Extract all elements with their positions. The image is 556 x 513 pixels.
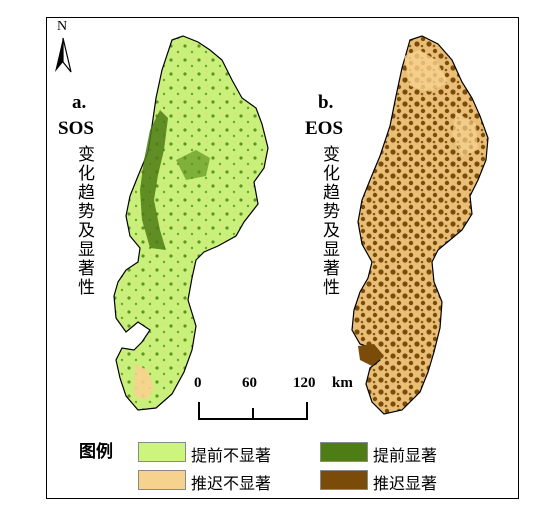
scale-tick-120: 120 <box>293 375 316 391</box>
legend-label-late-nonsig: 推迟不显著 <box>191 474 272 493</box>
legend-swatch-late-sig <box>320 470 368 490</box>
panel-b-description: 变化趋势及显著性 <box>319 145 339 297</box>
scale-tick-60: 60 <box>242 375 257 391</box>
legend-label-early-nonsig: 提前不显著 <box>191 446 272 465</box>
panel-b-index: EOS <box>305 118 344 139</box>
scale-tick-0: 0 <box>194 375 202 391</box>
legend-title: 图例 <box>79 442 113 462</box>
legend-swatch-late-nonsig <box>138 470 186 490</box>
scale-unit: km <box>332 375 353 391</box>
legend-swatch-early-sig <box>320 442 368 462</box>
legend-swatch-early-nonsig <box>138 442 186 462</box>
eos-region-map <box>351 35 489 415</box>
legend-label-early-sig: 提前显著 <box>373 446 438 465</box>
map-frame <box>46 17 519 499</box>
north-arrow-icon <box>55 37 72 73</box>
scale-bar <box>198 402 308 420</box>
panel-b-letter: b. <box>318 92 334 113</box>
north-label: N <box>57 19 68 34</box>
panel-a-description: 变化趋势及显著性 <box>74 145 94 297</box>
panel-a-letter: a. <box>72 92 87 113</box>
sos-region-map <box>113 35 269 411</box>
panel-a-index: SOS <box>58 118 94 139</box>
legend-label-late-sig: 推迟显著 <box>373 474 438 493</box>
